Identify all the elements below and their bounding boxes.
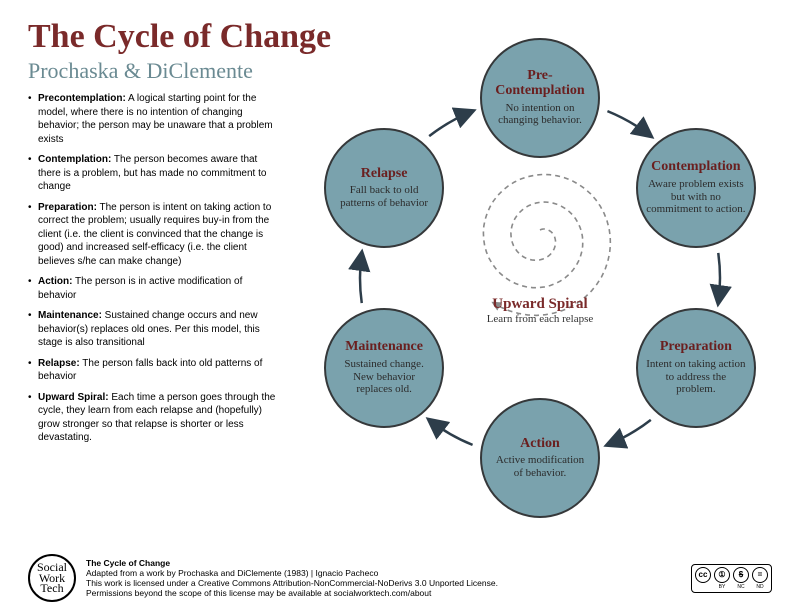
cc-badge: cc①$= BYNCND: [691, 564, 772, 593]
arc-arrow: [429, 111, 472, 136]
stage-label: Action: [520, 437, 560, 452]
term: Preparation:: [38, 202, 97, 213]
stage-label: Preparation: [660, 340, 732, 355]
term: Contemplation:: [38, 154, 111, 165]
stage-node-relapse: Relapse Fall back to old patterns of beha…: [324, 128, 444, 248]
center-sub: Learn from each relapse: [450, 313, 630, 325]
list-item: Upward Spiral: Each time a person goes t…: [28, 391, 278, 445]
center-label: Upward Spiral Learn from each relapse: [450, 296, 630, 325]
footer-line4: Permissions beyond the scope of this lic…: [86, 588, 498, 598]
term: Action:: [38, 276, 72, 287]
term: Relapse:: [38, 358, 80, 369]
cc-label: NC: [733, 584, 749, 590]
stage-label: Relapse: [361, 167, 408, 182]
cc-label: ND: [752, 584, 768, 590]
list-item: Maintenance: Sustained change occurs and…: [28, 309, 278, 350]
list-item: Precontemplation: A logical starting poi…: [28, 92, 278, 146]
stage-caption: Fall back to old patterns of behavior: [334, 184, 434, 209]
stage-node-maintenance: Maintenance Sustained change. New behavio…: [324, 308, 444, 428]
footer-text: The Cycle of Change Adapted from a work …: [86, 558, 498, 598]
center-title: Upward Spiral: [450, 296, 630, 313]
list-item: Relapse: The person falls back into old …: [28, 357, 278, 384]
description-list: Precontemplation: A logical starting poi…: [28, 92, 278, 452]
arc-arrow: [607, 420, 650, 445]
stage-caption: Sustained change. New behavior replaces …: [334, 358, 434, 396]
page-title: The Cycle of Change: [28, 18, 331, 56]
cc-icon: =: [752, 567, 768, 583]
cc-icon: $: [733, 567, 749, 583]
arc-arrow: [718, 253, 720, 303]
stage-label: Pre-Contemplation: [490, 69, 590, 98]
arc-arrow: [360, 253, 362, 303]
page-subtitle: Prochaska & DiClemente: [28, 58, 253, 84]
swt-logo-text: Social Work Tech: [30, 562, 74, 594]
footer-line3: This work is licensed under a Creative C…: [86, 578, 498, 588]
stage-node-precontemplation: Pre-Contemplation No intention on changin…: [480, 38, 600, 158]
cc-icon: ①: [714, 567, 730, 583]
footer-line1: The Cycle of Change: [86, 558, 498, 568]
arc-arrow: [429, 420, 472, 445]
cc-label: [695, 584, 711, 590]
cc-label: BY: [714, 584, 730, 590]
stage-caption: Intent on taking action to address the p…: [646, 358, 746, 396]
stage-node-contemplation: Contemplation Aware problem exists but wi…: [636, 128, 756, 248]
stage-label: Contemplation: [651, 160, 740, 175]
cc-icon: cc: [695, 567, 711, 583]
stage-caption: No intention on changing behavior.: [490, 102, 590, 127]
swt-logo: Social Work Tech: [28, 554, 76, 602]
term: Maintenance:: [38, 310, 102, 321]
term: Precontemplation:: [38, 93, 126, 104]
stage-node-action: Action Active modification of behavior.: [480, 398, 600, 518]
stage-caption: Active modification of behavior.: [490, 454, 590, 479]
footer: Social Work Tech The Cycle of Change Ada…: [28, 554, 772, 602]
list-item: Action: The person is in active modifica…: [28, 275, 278, 302]
arc-arrow: [607, 111, 650, 136]
stage-node-preparation: Preparation Intent on taking action to ad…: [636, 308, 756, 428]
list-item: Contemplation: The person becomes aware …: [28, 153, 278, 194]
term: Upward Spiral:: [38, 392, 109, 403]
list-item: Preparation: The person is intent on tak…: [28, 201, 278, 269]
upward-spiral: [483, 175, 610, 316]
stage-caption: Aware problem exists but with no commitm…: [646, 178, 746, 216]
cycle-diagram: Upward Spiral Learn from each relapse Pr…: [290, 8, 790, 528]
footer-line2: Adapted from a work by Prochaska and DiC…: [86, 568, 498, 578]
stage-label: Maintenance: [345, 340, 423, 355]
